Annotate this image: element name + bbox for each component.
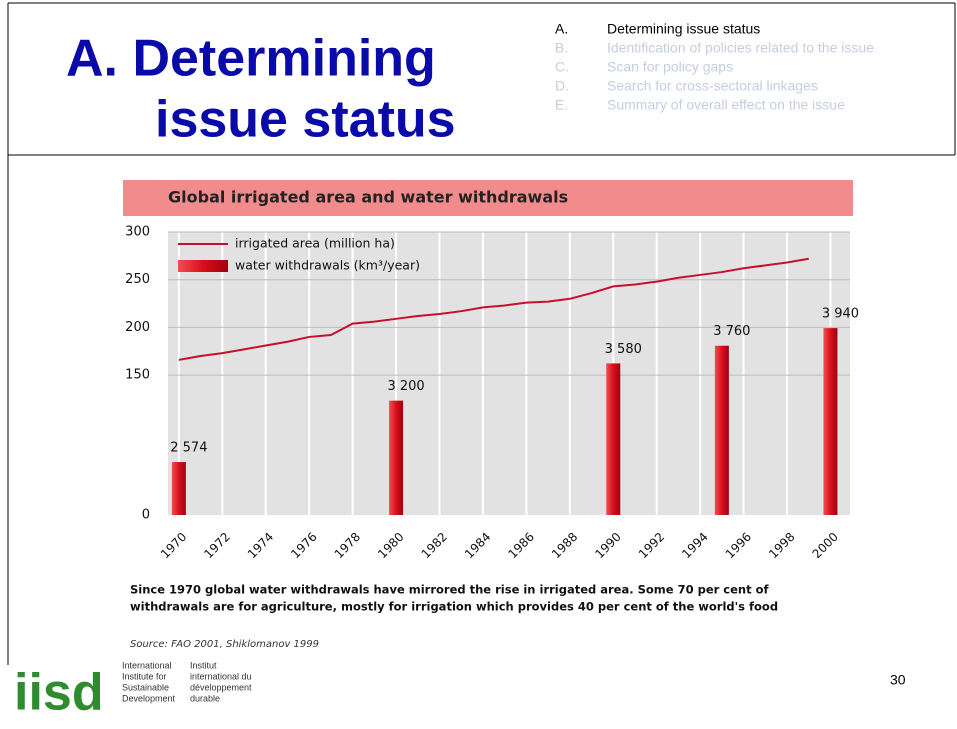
x-tick-label: 1990 — [592, 530, 623, 561]
x-tick-label: 1988 — [549, 530, 580, 561]
agenda-item: Summary of overall effect on the issue — [607, 97, 845, 113]
logo-line: durable — [190, 693, 220, 703]
agenda-item: Scan for policy gaps — [607, 59, 733, 75]
x-tick-label: 1992 — [636, 530, 667, 561]
y-tick-label: 250 — [125, 272, 150, 287]
agenda-letter: D. — [555, 78, 569, 94]
x-tick-label: 1982 — [419, 530, 450, 561]
x-tick-label: 1986 — [505, 530, 536, 561]
agenda-letter: C. — [555, 59, 569, 75]
logo-line: Development — [122, 693, 176, 703]
caption: withdrawals are for agriculture, mostly … — [130, 600, 778, 614]
x-tick-label: 2000 — [810, 530, 841, 561]
x-tick-label: 1984 — [462, 530, 493, 561]
agenda: A. Determining issue status B. Identificati… — [555, 21, 874, 113]
caption: Since 1970 global water withdrawals have… — [130, 583, 770, 597]
y-tick-label: 200 — [125, 320, 150, 335]
value-label: 2 574 — [170, 441, 207, 456]
value-label: 3 580 — [605, 342, 642, 357]
legend-label: water withdrawals (km³/year) — [235, 258, 420, 273]
logo-line: international du — [190, 671, 252, 681]
chart-title: Global irrigated area and water withdraw… — [168, 188, 568, 207]
bar — [389, 400, 404, 515]
x-tick-label: 1970 — [158, 530, 189, 561]
bar — [823, 328, 838, 515]
slide-title: A. Determining — [66, 30, 436, 88]
agenda-item: Determining issue status — [607, 21, 760, 37]
legend-swatch — [178, 260, 228, 272]
x-tick-label: 1998 — [766, 530, 797, 561]
x-tick-label: 1972 — [201, 530, 232, 561]
logo-mark: iisd — [14, 664, 104, 722]
source: Source: FAO 2001, Shiklomanov 1999 — [130, 639, 319, 650]
x-tick-label: 1978 — [332, 530, 363, 561]
y-tick-label: 150 — [125, 368, 150, 383]
legend-label: irrigated area (million ha) — [235, 236, 395, 251]
bar — [606, 363, 621, 515]
x-tick-label: 1996 — [723, 530, 754, 561]
plot-area — [168, 232, 850, 515]
logo-line: développement — [190, 682, 252, 692]
slide-title: issue status — [155, 91, 456, 149]
value-label: 3 940 — [822, 307, 859, 322]
chart-title-band — [123, 180, 853, 216]
page-number: 30 — [890, 672, 906, 688]
x-tick-label: 1974 — [245, 530, 276, 561]
bar — [171, 462, 186, 515]
logo-line: Institut — [190, 660, 217, 670]
logo-line: International — [122, 660, 172, 670]
logo-line: Sustainable — [122, 682, 169, 692]
x-tick-label: 1980 — [375, 530, 406, 561]
value-label: 3 760 — [713, 324, 750, 339]
line-series — [178, 257, 809, 361]
y-tick-label: 0 — [142, 508, 150, 523]
agenda-letter: B. — [555, 40, 568, 56]
agenda-letter: A. — [555, 21, 568, 37]
bar — [714, 345, 729, 515]
logo-line: Institute for — [122, 671, 167, 681]
x-tick-label: 1976 — [288, 530, 319, 561]
agenda-item: Identification of policies related to th… — [607, 40, 874, 56]
y-tick-label: 300 — [125, 225, 150, 240]
agenda-letter: E. — [555, 97, 568, 113]
value-label: 3 200 — [387, 379, 424, 394]
x-tick-label: 1994 — [679, 530, 710, 561]
agenda-item: Search for cross-sectoral linkages — [607, 78, 818, 94]
